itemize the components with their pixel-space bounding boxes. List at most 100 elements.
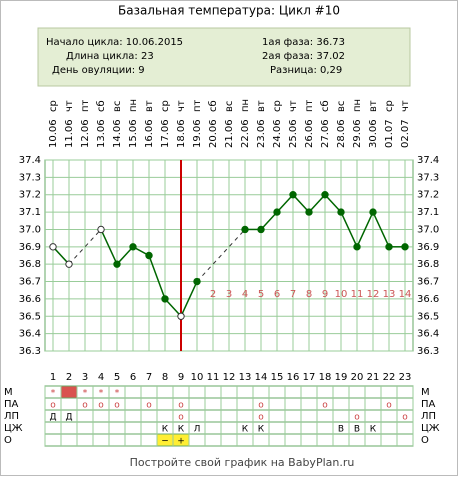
row-cell: o [50,401,56,411]
date-label: 13.06 [96,119,107,148]
x-tick-label: 7 [146,372,152,383]
date-label: 23.06 [256,119,267,148]
y-tick-label: 36.5 [19,311,41,322]
date-label: 30.06 [368,119,379,148]
row-cell: o [178,413,184,423]
y-tick-label: 36.6 [19,294,41,305]
phase-day-label: 7 [290,289,296,300]
weekday-label: пт [304,99,315,112]
date-label: 02.07 [400,119,411,148]
x-tick-label: 5 [114,372,120,383]
phase-day-label: 5 [258,289,264,300]
row-label: ЛП [4,411,19,422]
x-tick-label: 20 [351,372,364,383]
y-tick-label: 36.4 [19,329,41,340]
weekday-label: чт [288,100,299,112]
temp-point [113,260,121,268]
weekday-label: ср [48,100,59,112]
temp-line [116,246,134,265]
temp-line [324,194,342,213]
y-tick-label: 37.4 [417,155,439,166]
temp-point [193,277,201,286]
row-cell: o [322,401,328,411]
phase-day-label: 9 [322,289,328,300]
date-label: 19.06 [192,119,203,148]
row-cell: * [83,389,88,399]
date-label: 24.06 [272,119,283,148]
date-label: 16.06 [144,119,155,148]
y-tick-label: 37.3 [19,172,41,183]
temp-point [321,191,329,199]
row-cell: В [354,425,360,435]
temp-point [369,208,377,216]
y-tick-label: 37.0 [19,224,41,235]
row-cell: В [338,425,344,435]
x-tick-label: 2 [66,372,72,383]
weekday-label: пн [240,99,251,112]
row-cell: o [98,401,104,411]
row-label: ЛП [421,411,436,422]
weekday-label: ср [160,100,171,112]
x-tick-label: 17 [303,372,316,383]
x-tick-label: 15 [271,372,284,383]
info-text: 1ая фаза: 36.73 [262,37,345,48]
row-label: О [421,435,429,446]
weekday-label: сб [96,100,107,112]
temp-point [273,208,281,216]
x-tick-label: 16 [287,372,300,383]
row-cell: К [258,425,265,435]
temp-line [164,298,182,317]
row-label: ПА [421,399,436,410]
temp-point [65,260,73,268]
date-label: 15.06 [128,119,139,148]
row-cell: + [177,437,185,447]
temp-point [161,295,169,303]
row-fill [173,434,189,446]
weekday-label: вс [336,101,347,112]
temp-point [353,243,361,251]
row-cell: o [402,413,408,423]
weekday-label: пт [192,99,203,112]
info-text: Разница: 0,29 [270,65,342,76]
temp-line [180,281,198,317]
temp-point [145,251,153,260]
temp-point [49,243,57,251]
temp-line [308,194,326,213]
temp-line [52,246,70,265]
temp-point [177,312,185,320]
date-label: 29.06 [352,119,363,148]
phase-day-label: 12 [367,289,380,300]
row-label: ЦЖ [421,423,440,434]
x-tick-label: 9 [178,372,184,383]
x-tick-label: 14 [255,372,268,383]
temp-point [289,191,297,199]
weekday-label: пт [80,99,91,112]
temp-point [257,225,265,234]
row-cell: o [114,401,120,411]
temp-line [292,194,310,213]
weekday-label: пн [128,99,139,112]
y-tick-label: 37.1 [19,207,41,218]
phase-day-label: 14 [399,289,412,300]
row-cell: Л [194,425,201,435]
row-cell: o [354,413,360,423]
row-cell: o [178,401,184,411]
info-box [37,27,411,87]
row-cell: * [51,389,56,399]
date-label: 20.06 [208,119,219,148]
weekday-label: чт [64,100,75,112]
y-tick-label: 36.7 [19,277,41,288]
temp-line [148,255,166,300]
row-cell: o [146,401,152,411]
date-label: 26.06 [304,119,315,148]
row-cell: o [386,401,392,411]
date-label: 12.06 [80,119,91,148]
row-cell: К [242,425,249,435]
x-tick-label: 11 [207,372,220,383]
y-tick-label: 37.3 [417,172,439,183]
weekday-label: чт [176,100,187,112]
temp-line [340,211,358,248]
phase-day-label: 8 [306,289,312,300]
weekday-label: вт [368,100,379,112]
weekday-label: вс [112,101,123,112]
